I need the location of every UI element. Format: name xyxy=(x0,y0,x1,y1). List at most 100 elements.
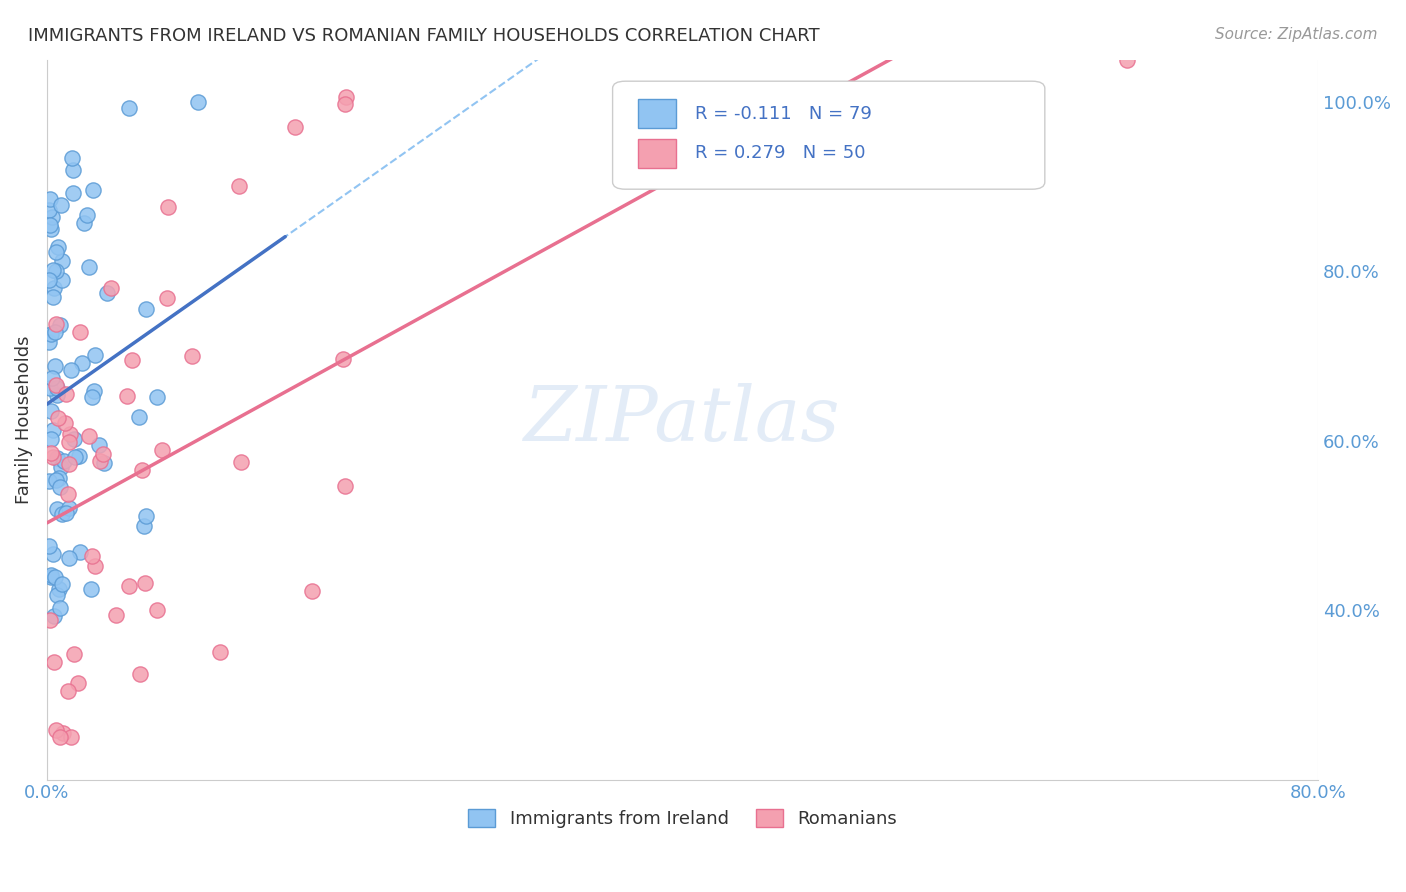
Immigrants from Ireland xyxy=(44,569,66,583)
Romanians xyxy=(60,731,83,745)
Immigrants from Ireland xyxy=(83,384,105,399)
Romanians xyxy=(42,655,65,669)
Immigrants from Ireland xyxy=(44,325,66,339)
Immigrants from Ireland xyxy=(42,609,65,624)
Immigrants from Ireland xyxy=(53,454,76,468)
Immigrants from Ireland xyxy=(70,356,93,370)
Immigrants from Ireland xyxy=(63,450,86,464)
Romanians xyxy=(118,579,141,593)
Immigrants from Ireland xyxy=(48,600,70,615)
Romanians xyxy=(79,429,101,443)
Text: IMMIGRANTS FROM IRELAND VS ROMANIAN FAMILY HOUSEHOLDS CORRELATION CHART: IMMIGRANTS FROM IRELAND VS ROMANIAN FAMI… xyxy=(28,27,820,45)
Romanians xyxy=(89,454,111,468)
Romanians xyxy=(209,645,232,659)
Romanians xyxy=(62,648,84,662)
Romanians xyxy=(46,410,69,425)
Immigrants from Ireland xyxy=(187,95,209,109)
Immigrants from Ireland xyxy=(49,480,72,494)
Immigrants from Ireland xyxy=(146,390,169,404)
Immigrants from Ireland xyxy=(39,567,62,582)
Romanians xyxy=(228,179,250,194)
Immigrants from Ireland xyxy=(73,216,96,230)
Text: ZIPatlas: ZIPatlas xyxy=(524,383,841,457)
Immigrants from Ireland xyxy=(128,409,150,424)
Immigrants from Ireland xyxy=(41,423,63,437)
Romanians xyxy=(58,434,80,449)
Immigrants from Ireland xyxy=(48,582,70,596)
Immigrants from Ireland xyxy=(42,289,65,303)
Romanians xyxy=(284,120,307,134)
Immigrants from Ireland xyxy=(80,582,103,597)
Immigrants from Ireland xyxy=(82,183,104,197)
Romanians xyxy=(301,583,323,598)
Romanians xyxy=(100,281,122,295)
Immigrants from Ireland xyxy=(38,474,60,488)
Romanians xyxy=(332,352,354,367)
Immigrants from Ireland xyxy=(76,208,98,222)
Immigrants from Ireland xyxy=(38,334,60,349)
Immigrants from Ireland xyxy=(51,577,73,591)
Immigrants from Ireland xyxy=(45,244,67,259)
Romanians xyxy=(58,457,80,471)
Romanians xyxy=(52,726,75,740)
Romanians xyxy=(91,447,114,461)
Romanians xyxy=(84,559,107,574)
Romanians xyxy=(145,603,167,617)
Immigrants from Ireland xyxy=(51,507,73,521)
Immigrants from Ireland xyxy=(38,539,60,553)
Immigrants from Ireland xyxy=(46,240,69,254)
Romanians xyxy=(48,731,70,745)
Immigrants from Ireland xyxy=(46,501,69,516)
Immigrants from Ireland xyxy=(62,163,84,178)
Romanians xyxy=(42,450,65,464)
Immigrants from Ireland xyxy=(44,359,66,373)
Immigrants from Ireland xyxy=(39,221,62,235)
Romanians xyxy=(45,318,67,332)
Romanians xyxy=(156,200,179,214)
Romanians xyxy=(333,96,356,111)
Romanians xyxy=(56,684,79,698)
Immigrants from Ireland xyxy=(135,302,157,317)
Romanians xyxy=(53,416,76,430)
FancyBboxPatch shape xyxy=(638,99,676,128)
Immigrants from Ireland xyxy=(39,570,62,584)
FancyBboxPatch shape xyxy=(613,81,1045,189)
Romanians xyxy=(67,676,90,690)
Immigrants from Ireland xyxy=(46,588,69,602)
Romanians xyxy=(131,463,153,477)
Romanians xyxy=(134,576,156,591)
Immigrants from Ireland xyxy=(46,381,69,395)
Immigrants from Ireland xyxy=(69,544,91,558)
Immigrants from Ireland xyxy=(55,506,77,520)
Romanians xyxy=(45,723,67,737)
Immigrants from Ireland xyxy=(63,432,86,446)
Text: R = -0.111   N = 79: R = -0.111 N = 79 xyxy=(695,104,872,122)
Immigrants from Ireland xyxy=(51,198,73,212)
Romanians xyxy=(150,442,173,457)
Romanians xyxy=(117,389,139,403)
Romanians xyxy=(80,549,103,563)
Immigrants from Ireland xyxy=(62,186,84,200)
Immigrants from Ireland xyxy=(41,263,63,277)
Immigrants from Ireland xyxy=(42,547,65,561)
Immigrants from Ireland xyxy=(96,286,118,301)
Immigrants from Ireland xyxy=(41,210,63,224)
Immigrants from Ireland xyxy=(41,371,63,385)
Immigrants from Ireland xyxy=(118,101,141,115)
Immigrants from Ireland xyxy=(48,471,70,485)
Romanians xyxy=(55,387,77,401)
Romanians xyxy=(156,291,179,305)
Romanians xyxy=(333,478,356,492)
Romanians xyxy=(69,325,91,339)
Immigrants from Ireland xyxy=(77,260,100,274)
Immigrants from Ireland xyxy=(39,433,62,447)
Legend: Immigrants from Ireland, Romanians: Immigrants from Ireland, Romanians xyxy=(461,802,904,836)
Immigrants from Ireland xyxy=(41,326,63,341)
Immigrants from Ireland xyxy=(39,380,62,394)
Romanians xyxy=(121,353,143,368)
Immigrants from Ireland xyxy=(46,387,69,401)
Romanians xyxy=(38,613,60,627)
Immigrants from Ireland xyxy=(38,273,60,287)
Romanians xyxy=(335,90,357,104)
Romanians xyxy=(229,455,252,469)
